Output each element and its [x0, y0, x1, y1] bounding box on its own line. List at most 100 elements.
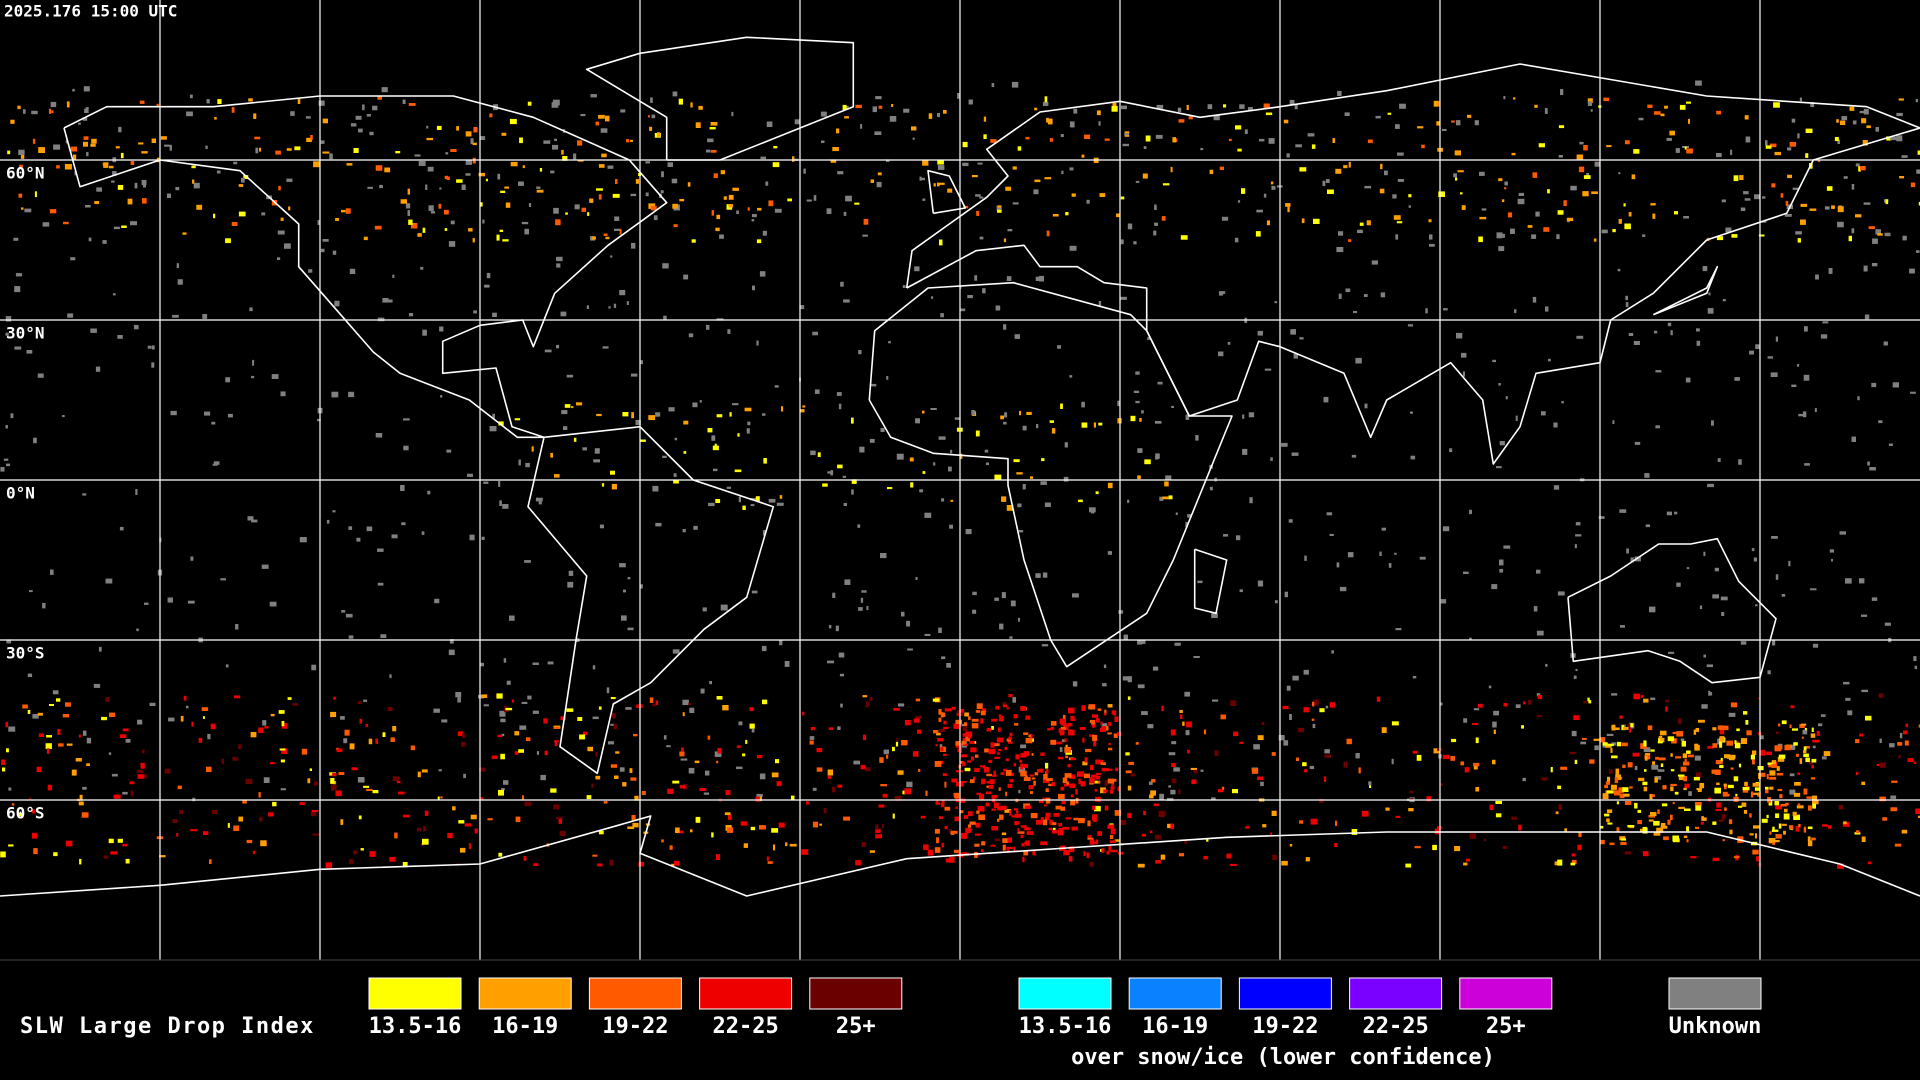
cloud-pixel — [1174, 642, 1181, 646]
cloud-pixel — [1805, 153, 1809, 158]
cloud-pixel — [1812, 745, 1816, 749]
cloud-pixel — [800, 409, 805, 413]
cloud-pixel — [540, 774, 546, 781]
cloud-pixel — [83, 136, 89, 140]
cloud-pixel — [1044, 96, 1048, 103]
cloud-pixel — [1304, 555, 1307, 561]
cloud-pixel — [1514, 309, 1517, 314]
cloud-pixel — [498, 789, 504, 796]
cloud-pixel — [975, 710, 981, 713]
cloud-pixel — [1738, 805, 1743, 808]
legend-label: 19-22 — [602, 1014, 668, 1039]
cloud-pixel — [1327, 189, 1334, 194]
cloud-pixel — [368, 738, 373, 745]
cloud-pixel — [655, 700, 659, 706]
cloud-pixel — [1002, 704, 1007, 708]
cloud-pixel — [1721, 612, 1725, 616]
cloud-pixel — [619, 290, 626, 296]
cloud-pixel — [1879, 738, 1882, 743]
cloud-pixel — [1021, 843, 1025, 847]
cloud-pixel — [1619, 509, 1627, 513]
cloud-pixel — [1093, 740, 1097, 747]
legend-swatch — [588, 977, 682, 1010]
cloud-pixel — [501, 733, 505, 737]
cloud-pixel — [1409, 790, 1414, 794]
cloud-pixel — [1684, 808, 1691, 811]
cloud-pixel — [1746, 730, 1752, 736]
cloud-pixel — [10, 119, 15, 124]
cloud-pixel — [869, 383, 877, 387]
cloud-pixel — [72, 88, 75, 92]
cloud-pixel — [1012, 202, 1019, 205]
cloud-pixel — [382, 298, 389, 303]
cloud-pixel — [1395, 628, 1402, 631]
cloud-pixel — [1714, 567, 1719, 572]
cloud-pixel — [1035, 276, 1039, 281]
cloud-pixel — [814, 389, 820, 394]
cloud-pixel — [504, 186, 510, 189]
cloud-pixel — [949, 524, 953, 529]
cloud-pixel — [1067, 722, 1073, 727]
cloud-pixel — [1000, 772, 1005, 776]
cloud-pixel — [1643, 786, 1648, 792]
cloud-pixel — [1914, 665, 1917, 670]
cloud-pixel — [1863, 202, 1871, 205]
cloud-pixel — [999, 814, 1004, 820]
cloud-pixel — [1325, 705, 1329, 709]
legend-swatch — [478, 977, 572, 1010]
cloud-pixel — [1363, 294, 1368, 297]
cloud-pixel — [813, 195, 817, 201]
cloud-pixel — [478, 767, 486, 772]
cloud-pixel — [1217, 789, 1224, 793]
cloud-pixel — [840, 281, 844, 287]
cloud-pixel — [1810, 777, 1816, 780]
cloud-pixel — [1879, 796, 1886, 802]
cloud-pixel — [962, 162, 969, 167]
cloud-pixel — [702, 607, 707, 612]
cloud-pixel — [66, 101, 70, 108]
cloud-pixel — [953, 849, 959, 853]
cloud-pixel — [723, 196, 727, 200]
cloud-pixel — [170, 410, 177, 416]
cloud-pixel — [988, 759, 993, 764]
cloud-pixel — [1173, 767, 1180, 772]
cloud-pixel — [1774, 801, 1780, 806]
cloud-pixel — [984, 449, 989, 453]
cloud-pixel — [1042, 101, 1049, 106]
cloud-pixel — [1016, 809, 1019, 814]
cloud-pixel — [671, 863, 675, 866]
cloud-pixel — [1426, 796, 1432, 802]
cloud-pixel — [1012, 166, 1017, 170]
cloud-pixel — [601, 153, 607, 158]
cloud-pixel — [968, 811, 973, 817]
cloud-pixel — [202, 716, 205, 719]
cloud-pixel — [1672, 802, 1675, 804]
cloud-pixel — [914, 266, 920, 272]
cloud-pixel — [1093, 817, 1097, 822]
cloud-pixel — [480, 136, 486, 140]
cloud-pixel — [514, 731, 520, 736]
cloud-pixel — [53, 144, 61, 150]
cloud-pixel — [1535, 211, 1540, 217]
cloud-pixel — [1824, 206, 1830, 210]
cloud-pixel — [1495, 800, 1502, 804]
cloud-pixel — [1111, 783, 1115, 786]
cloud-pixel — [1098, 422, 1103, 426]
legend-label: Unknown — [1669, 1014, 1762, 1039]
cloud-pixel — [976, 703, 983, 710]
cloud-pixel — [392, 274, 395, 278]
cloud-pixel — [1868, 226, 1875, 230]
cloud-pixel — [1156, 104, 1164, 109]
cloud-pixel — [238, 184, 244, 187]
cloud-pixel — [1068, 729, 1075, 736]
cloud-pixel — [574, 204, 580, 210]
cloud-pixel — [897, 770, 904, 775]
cloud-pixel — [82, 730, 87, 736]
cloud-pixel — [465, 131, 472, 137]
cloud-pixel — [998, 727, 1001, 732]
cloud-pixel — [1544, 108, 1548, 114]
cloud-pixel — [962, 726, 968, 732]
cloud-pixel — [1028, 785, 1034, 790]
cloud-pixel — [481, 536, 485, 540]
cloud-pixel — [1457, 170, 1464, 173]
